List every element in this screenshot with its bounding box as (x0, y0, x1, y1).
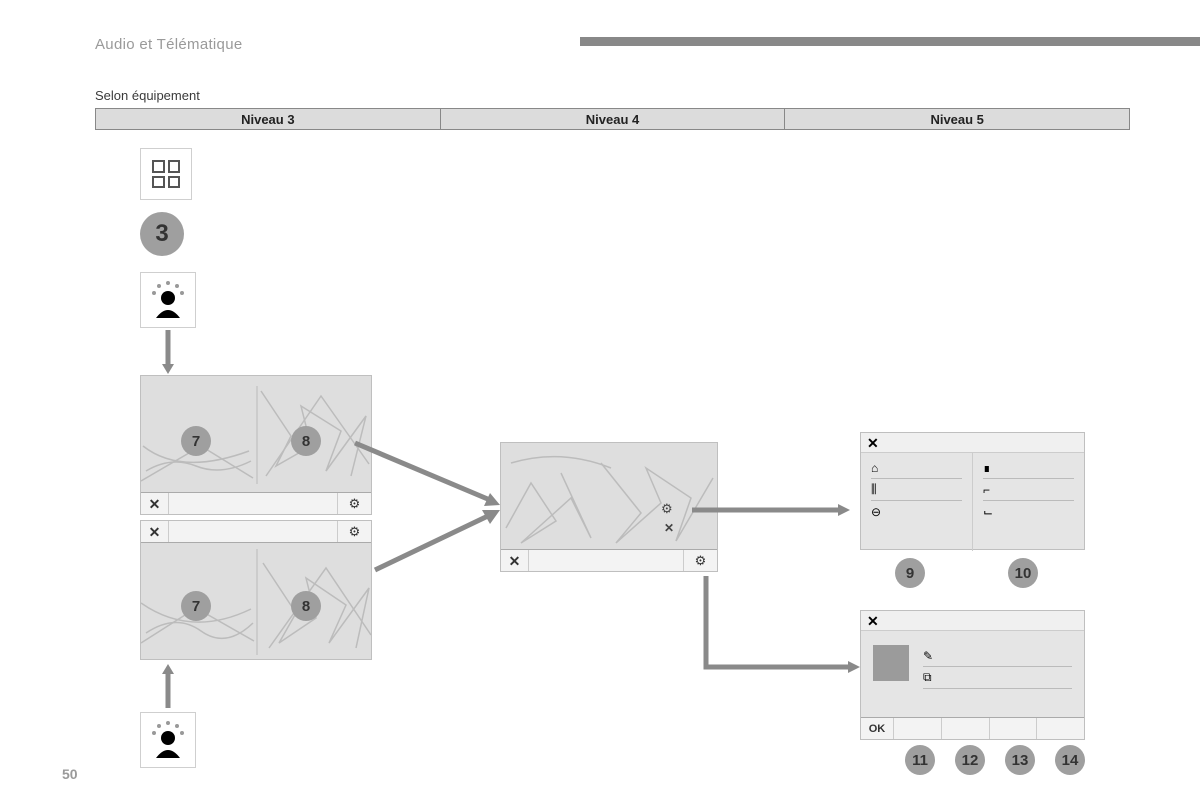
driver-profile-icon (140, 272, 196, 328)
profile-panel-toolbar: OK (861, 717, 1084, 739)
close-icon[interactable]: ✕ (141, 493, 169, 514)
page-number: 50 (62, 766, 78, 782)
edit-tag-row[interactable]: ⧉ (923, 667, 1072, 689)
edit-name-row[interactable]: ✎ (923, 645, 1072, 667)
gear-icon[interactable]: ⚙ (661, 501, 673, 517)
badge-12: 12 (955, 745, 985, 775)
center-panel-toolbar: ✕ ⚙ (501, 549, 717, 571)
option-seat-a[interactable]: ⌐ (983, 479, 1074, 501)
badge-10: 10 (1008, 558, 1038, 588)
panel-b-toolbar: ✕ ⚙ (141, 521, 371, 543)
ok-button[interactable]: OK (861, 718, 893, 739)
level-header-row: Niveau 3 Niveau 4 Niveau 5 (95, 108, 1130, 130)
level-col-3: Niveau 3 (96, 109, 441, 129)
close-icon[interactable]: ✕ (861, 611, 1084, 631)
gear-icon[interactable]: ⚙ (683, 550, 717, 571)
option-lock[interactable]: ∎ (983, 457, 1074, 479)
driver-profile-icon (140, 712, 196, 768)
arrow-right-icon (370, 500, 505, 580)
equipment-label: Selon équipement (95, 88, 200, 103)
close-icon[interactable]: ✕ (664, 521, 674, 535)
close-icon[interactable]: ✕ (141, 521, 169, 542)
badge-14: 14 (1055, 745, 1085, 775)
option-ambience[interactable]: ⌂ (871, 457, 962, 479)
split-preview-panel-b: ✕ ⚙ 7 8 (140, 520, 372, 660)
option-vehicle[interactable]: ⊖ (871, 501, 962, 523)
apps-grid-icon (140, 148, 192, 200)
option-equalizer[interactable]: ⫼ (871, 479, 962, 501)
center-preview-panel: ⚙ ✕ ✕ ⚙ (500, 442, 718, 572)
level-col-4: Niveau 4 (441, 109, 786, 129)
split-preview-panel-a: 7 8 ✕ ⚙ (140, 375, 372, 515)
option-seat-b[interactable]: ⌙ (983, 501, 1074, 523)
arrow-down-icon (160, 328, 176, 376)
badge-8: 8 (291, 591, 321, 621)
level-col-5: Niveau 5 (785, 109, 1129, 129)
step-badge-3: 3 (140, 212, 184, 256)
badge-8: 8 (291, 426, 321, 456)
close-icon[interactable]: ✕ (861, 433, 1084, 453)
profile-edit-panel: ✕ ✎ ⧉ OK (860, 610, 1085, 740)
close-icon[interactable]: ✕ (501, 550, 529, 571)
settings-options-panel: ✕ ⌂ ⫼ ⊖ ∎ ⌐ ⌙ (860, 432, 1085, 550)
badge-7: 7 (181, 591, 211, 621)
badge-11: 11 (905, 745, 935, 775)
badge-13: 13 (1005, 745, 1035, 775)
header-rule (580, 37, 1200, 46)
page-section-title: Audio et Télématique (95, 36, 242, 53)
arrow-right-icon (690, 502, 855, 518)
badge-9: 9 (895, 558, 925, 588)
arrow-elbow-icon (700, 572, 865, 682)
arrow-up-icon (160, 662, 176, 710)
badge-7: 7 (181, 426, 211, 456)
profile-color-swatch (873, 645, 909, 681)
panel-a-toolbar: ✕ ⚙ (141, 492, 371, 514)
